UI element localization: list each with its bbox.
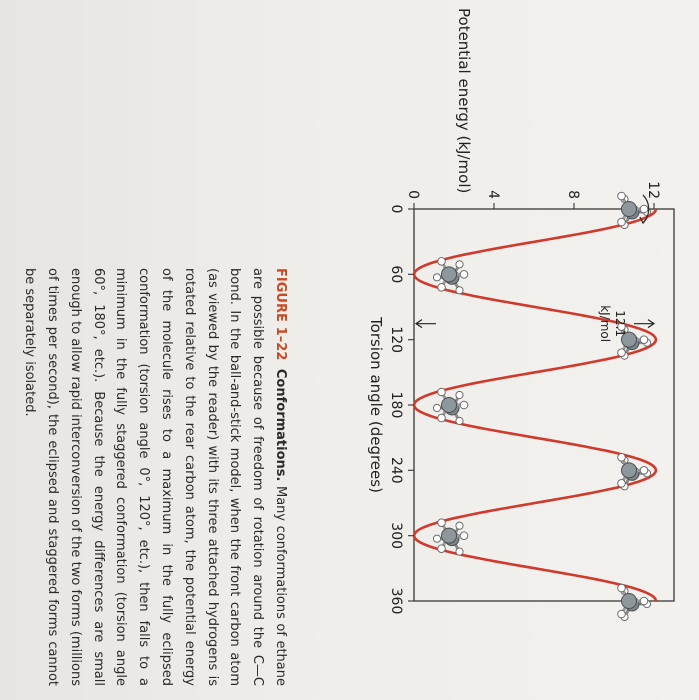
- hydrogen-atom: [639, 204, 649, 214]
- hydrogen-atom: [459, 270, 469, 279]
- staggered-ethane-icon: [432, 257, 469, 295]
- hydrogen-atom: [455, 286, 464, 295]
- hydrogen-atom: [617, 453, 626, 462]
- eclipsed-ethane-icon: [617, 322, 652, 360]
- y-tick-label: 0: [405, 190, 421, 199]
- hydrogen-atom: [437, 518, 446, 527]
- hydrogen-atom: [617, 191, 626, 201]
- rotation-arrowhead-icon: [639, 216, 648, 225]
- hydrogen-atom: [455, 521, 464, 530]
- x-tick-label: 180: [388, 392, 404, 419]
- x-tick-label: 0: [388, 205, 404, 214]
- staggered-ethane-icon: [432, 387, 469, 426]
- hydrogen-atom: [432, 534, 442, 543]
- front-carbon-atom: [621, 201, 637, 217]
- figure-caption: FIGURE 1–22 Conformations. Many conforma…: [17, 268, 291, 686]
- hydrogen-atom: [455, 416, 464, 426]
- hydrogen-atom: [437, 283, 446, 292]
- annotation-arrowhead-down: [414, 319, 423, 329]
- hydrogen-atom: [432, 403, 442, 413]
- hydrogen-atom: [455, 390, 464, 400]
- y-axis-label: Potential energy (kJ/mol): [455, 8, 473, 193]
- hydrogen-atom: [617, 322, 626, 331]
- front-carbon-atom: [441, 397, 457, 413]
- hydrogen-atom: [639, 466, 649, 475]
- eclipsed-ethane-icon: [617, 583, 652, 622]
- hydrogen-atom: [437, 413, 446, 423]
- hydrogen-atom: [437, 544, 446, 553]
- hydrogen-atom: [455, 260, 464, 269]
- hydrogen-atom: [617, 479, 626, 488]
- hydrogen-atom: [639, 335, 649, 344]
- x-tick-label: 360: [388, 588, 404, 615]
- hydrogen-atom: [437, 387, 446, 397]
- eclipsed-ethane-icon: [617, 453, 652, 491]
- hydrogen-atom: [432, 273, 442, 282]
- hydrogen-atom: [455, 547, 464, 556]
- x-tick-label: 300: [388, 522, 404, 549]
- front-carbon-atom: [621, 593, 637, 609]
- hydrogen-atom: [617, 348, 626, 357]
- x-axis-label: Torsion angle (degrees): [367, 316, 385, 493]
- hydrogen-atom: [639, 596, 649, 606]
- x-tick-label: 120: [388, 326, 404, 353]
- caption-text: Many conformations of ethane are possibl…: [22, 268, 288, 686]
- y-tick-label: 12: [645, 181, 661, 199]
- annotation-unit: kJ/mol: [598, 305, 612, 342]
- figure-title: Conformations.: [273, 368, 288, 482]
- y-tick-label: 8: [565, 190, 581, 199]
- hydrogen-atom: [459, 400, 469, 410]
- x-tick-label: 240: [388, 457, 404, 484]
- hydrogen-atom: [617, 217, 626, 227]
- y-tick-label: 4: [485, 190, 501, 199]
- hydrogen-atom: [617, 583, 626, 593]
- annotation-value: 12.1: [613, 310, 627, 337]
- hydrogen-atom: [437, 257, 446, 266]
- annotation-arrowhead-up: [647, 319, 656, 329]
- staggered-ethane-icon: [432, 518, 469, 556]
- hydrogen-atom: [617, 609, 626, 619]
- front-carbon-atom: [621, 331, 637, 348]
- front-carbon-atom: [441, 266, 457, 283]
- front-carbon-atom: [621, 462, 637, 479]
- hydrogen-atom: [459, 531, 469, 540]
- figure-label: FIGURE 1–22: [273, 268, 288, 361]
- front-carbon-atom: [441, 527, 457, 544]
- x-tick-label: 60: [388, 265, 404, 283]
